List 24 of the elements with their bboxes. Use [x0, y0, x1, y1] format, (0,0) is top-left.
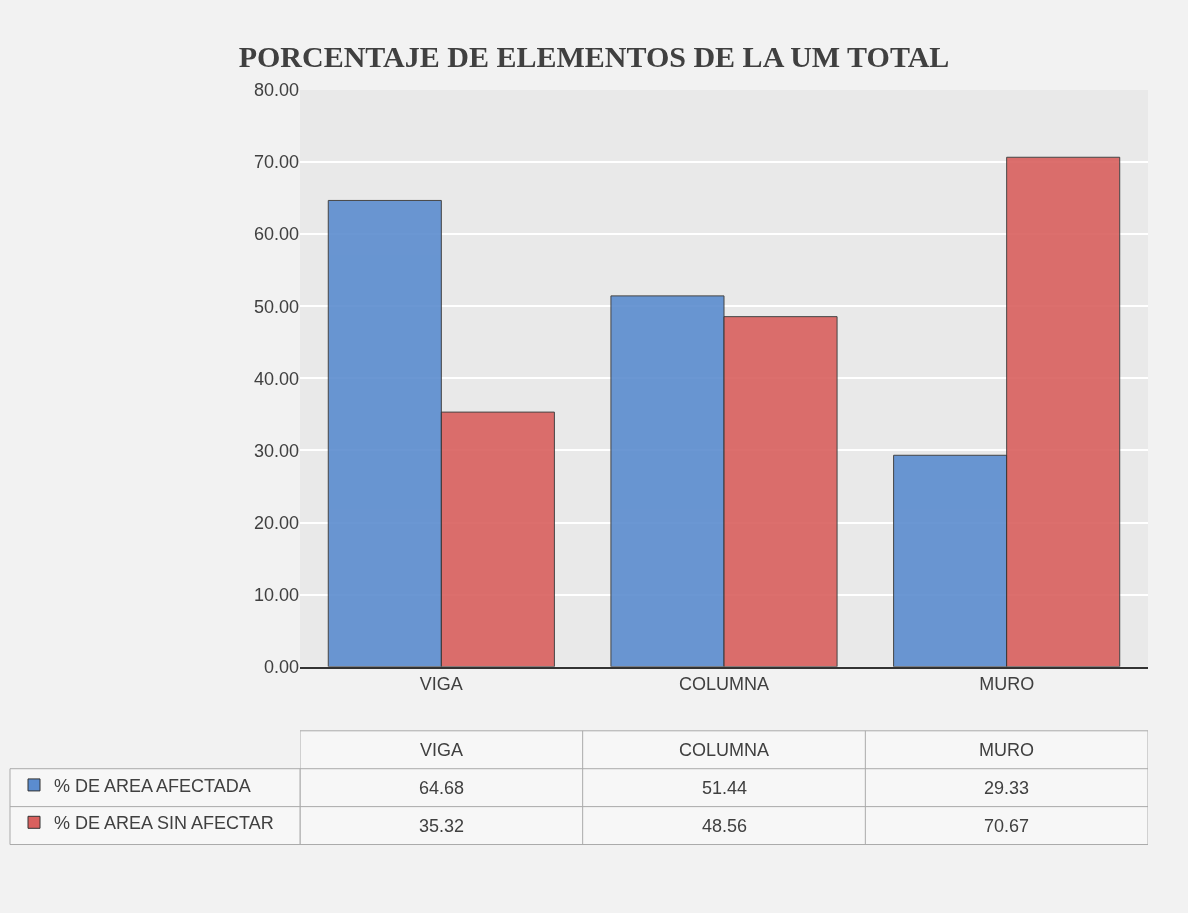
- data-label: 35.32: [419, 816, 465, 836]
- category-label: VIGA: [420, 740, 464, 760]
- y-tick-label: 30.00: [253, 440, 299, 461]
- x-tick-label: COLUMNA: [678, 674, 770, 695]
- category-label: COLUMNA: [679, 740, 770, 760]
- x-tick-label: MURO: [979, 674, 1035, 695]
- data-label: 29.33: [984, 778, 1030, 798]
- y-tick-label: 40.00: [253, 368, 299, 389]
- chart-title: PORCENTAJE DE ELEMENTOS DE LA UM TOTAL: [238, 39, 950, 73]
- data-label: 48.56: [702, 816, 748, 836]
- y-tick-label: 20.00: [253, 512, 299, 533]
- y-tick-label: 0.00: [263, 657, 299, 678]
- y-tick-label: 70.00: [253, 152, 299, 173]
- y-tick-label: 10.00: [253, 584, 299, 605]
- y-tick-label: 80.00: [253, 80, 299, 101]
- data-label: 70.67: [984, 816, 1030, 836]
- legend-label: % DE AREA SIN AFECTAR: [54, 813, 274, 834]
- data-label: 51.44: [702, 778, 748, 798]
- x-tick-label: VIGA: [419, 674, 463, 695]
- data-label: 64.68: [419, 778, 465, 798]
- y-tick-label: 50.00: [253, 296, 299, 317]
- legend-label: % DE AREA AFECTADA: [54, 775, 251, 796]
- category-label: MURO: [979, 740, 1034, 760]
- y-tick-label: 60.00: [253, 224, 299, 245]
